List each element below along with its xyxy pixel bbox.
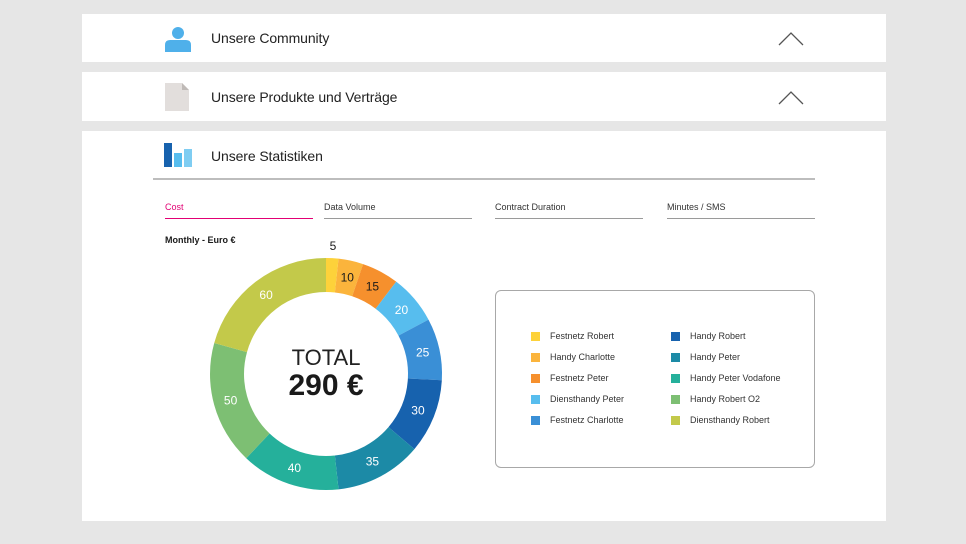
donut-segment [334, 258, 364, 297]
legend-label: Handy Robert [690, 331, 746, 341]
legend-label: Festnetz Robert [550, 331, 615, 341]
chevron-up-icon[interactable] [778, 89, 804, 105]
products-section[interactable]: Unsere Produkte und Verträge [82, 72, 886, 121]
chevron-up-icon[interactable] [778, 30, 804, 46]
legend-swatch [531, 416, 540, 425]
community-section[interactable]: Unsere Community [82, 14, 886, 62]
donut-segment-label: 50 [224, 393, 238, 407]
legend-swatch [671, 416, 680, 425]
donut-segment-label: 35 [366, 454, 380, 468]
bar-chart-icon [164, 143, 194, 172]
statistics-title: Unsere Statistiken [211, 148, 323, 164]
legend-swatch [671, 395, 680, 404]
legend-label: Diensthandy Robert [690, 415, 770, 425]
products-title: Unsere Produkte und Verträge [211, 88, 398, 105]
donut-segment-label: 60 [259, 288, 273, 302]
tab-minutes-sms[interactable]: Minutes / SMS [667, 202, 815, 219]
community-title: Unsere Community [211, 30, 330, 46]
donut-chart: 5 10 15 20 25 30 35 40 50 60 TOTAL 290 € [210, 241, 442, 490]
legend-label: Diensthandy Peter [550, 394, 625, 404]
legend-box: Festnetz Robert Handy Charlotte Festnetz… [495, 290, 815, 468]
donut-segment [210, 342, 270, 459]
donut-segment-label: 20 [395, 303, 409, 317]
tab-contract-duration[interactable]: Contract Duration [495, 202, 643, 219]
legend-swatch [671, 353, 680, 362]
chart-subtitle: Monthly - Euro € [165, 235, 236, 245]
donut-segment [246, 433, 339, 490]
legend-label: Handy Peter Vodafone [690, 373, 781, 383]
total-label: TOTAL [292, 345, 361, 370]
donut-segment [326, 258, 339, 293]
tab-data-volume[interactable]: Data Volume [324, 202, 472, 219]
donut-segment [388, 378, 442, 450]
donut-segment-label: 25 [416, 346, 430, 360]
legend-label: Handy Robert O2 [690, 394, 761, 404]
legend-swatch [531, 332, 540, 341]
legend-label: Festnetz Peter [550, 373, 609, 383]
tab-cost[interactable]: Cost [165, 202, 313, 219]
donut-segment-label: 40 [288, 461, 302, 475]
legend-swatch [531, 395, 540, 404]
user-icon [164, 26, 192, 57]
donut-segment-label: 30 [411, 404, 425, 418]
donut-segment [352, 264, 397, 309]
divider [153, 178, 815, 180]
legend-label: Festnetz Charlotte [550, 415, 624, 425]
donut-segment-label: 5 [330, 241, 337, 253]
donut-segment [334, 427, 415, 490]
legend-swatch [671, 374, 680, 383]
statistics-section: Unsere Statistiken Cost Data Volume Cont… [82, 131, 886, 521]
legend-swatch [531, 353, 540, 362]
legend-label: Handy Charlotte [550, 352, 616, 362]
donut-segment-label: 15 [366, 280, 380, 294]
legend-swatch [531, 374, 540, 383]
total-value: 290 € [288, 369, 363, 402]
donut-segment [398, 319, 442, 381]
donut-segment [214, 258, 326, 353]
donut-segment [375, 281, 429, 336]
document-icon [164, 82, 190, 117]
donut-segment-label: 10 [341, 270, 355, 284]
legend-label: Handy Peter [690, 352, 741, 362]
legend-swatch [671, 332, 680, 341]
